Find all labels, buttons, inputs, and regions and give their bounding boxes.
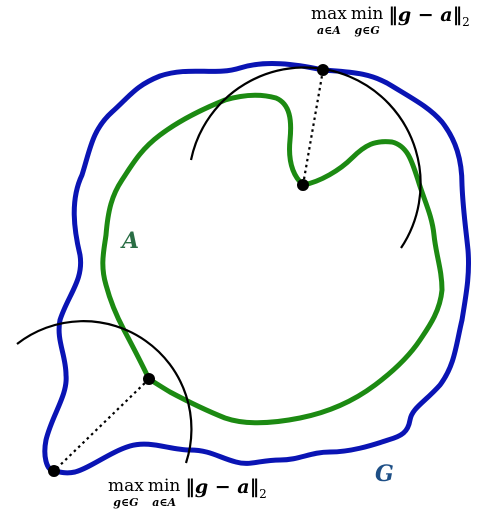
set-g-boundary bbox=[42, 61, 472, 476]
upper-distance-segment bbox=[301, 69, 325, 186]
point-g-top bbox=[317, 64, 329, 76]
formula-bottom: max g∈G min a∈A ‖g − a‖2 bbox=[108, 476, 267, 509]
formula-bottom-op1-sub: g∈G bbox=[113, 496, 139, 509]
formula-top-op2: min bbox=[350, 4, 384, 24]
formula-top-min: min g∈G bbox=[350, 4, 384, 37]
lower-distance-segment bbox=[53, 378, 150, 472]
formula-top-op2-sub: g∈G bbox=[354, 24, 380, 37]
formula-top-op1: max bbox=[311, 4, 347, 24]
upper-circle-arc bbox=[189, 66, 422, 249]
formula-bottom-op1: max bbox=[108, 476, 144, 496]
formula-top: max a∈A min g∈G ‖g − a‖2 bbox=[311, 4, 470, 37]
point-g-bottom bbox=[48, 465, 60, 477]
formula-bottom-op2-sub: a∈A bbox=[152, 496, 176, 509]
formula-bottom-norm: ‖g − a‖2 bbox=[185, 476, 267, 501]
set-g-label: G bbox=[375, 461, 394, 487]
point-a-top bbox=[297, 179, 309, 191]
formula-bottom-op2: min bbox=[147, 476, 181, 496]
point-a-bottom bbox=[143, 373, 155, 385]
formula-top-norm: ‖g − a‖2 bbox=[388, 4, 470, 29]
formula-top-max: max a∈A bbox=[311, 4, 347, 37]
formula-top-op1-sub: a∈A bbox=[317, 24, 341, 37]
set-a-boundary bbox=[100, 92, 445, 426]
formula-bottom-norm-sub: 2 bbox=[259, 486, 267, 501]
formula-bottom-min: min a∈A bbox=[147, 476, 181, 509]
formula-bottom-max: max g∈G bbox=[108, 476, 144, 509]
set-a-label: A bbox=[122, 228, 140, 254]
formula-top-norm-sub: 2 bbox=[462, 14, 470, 29]
lower-circle-arc bbox=[16, 320, 193, 464]
